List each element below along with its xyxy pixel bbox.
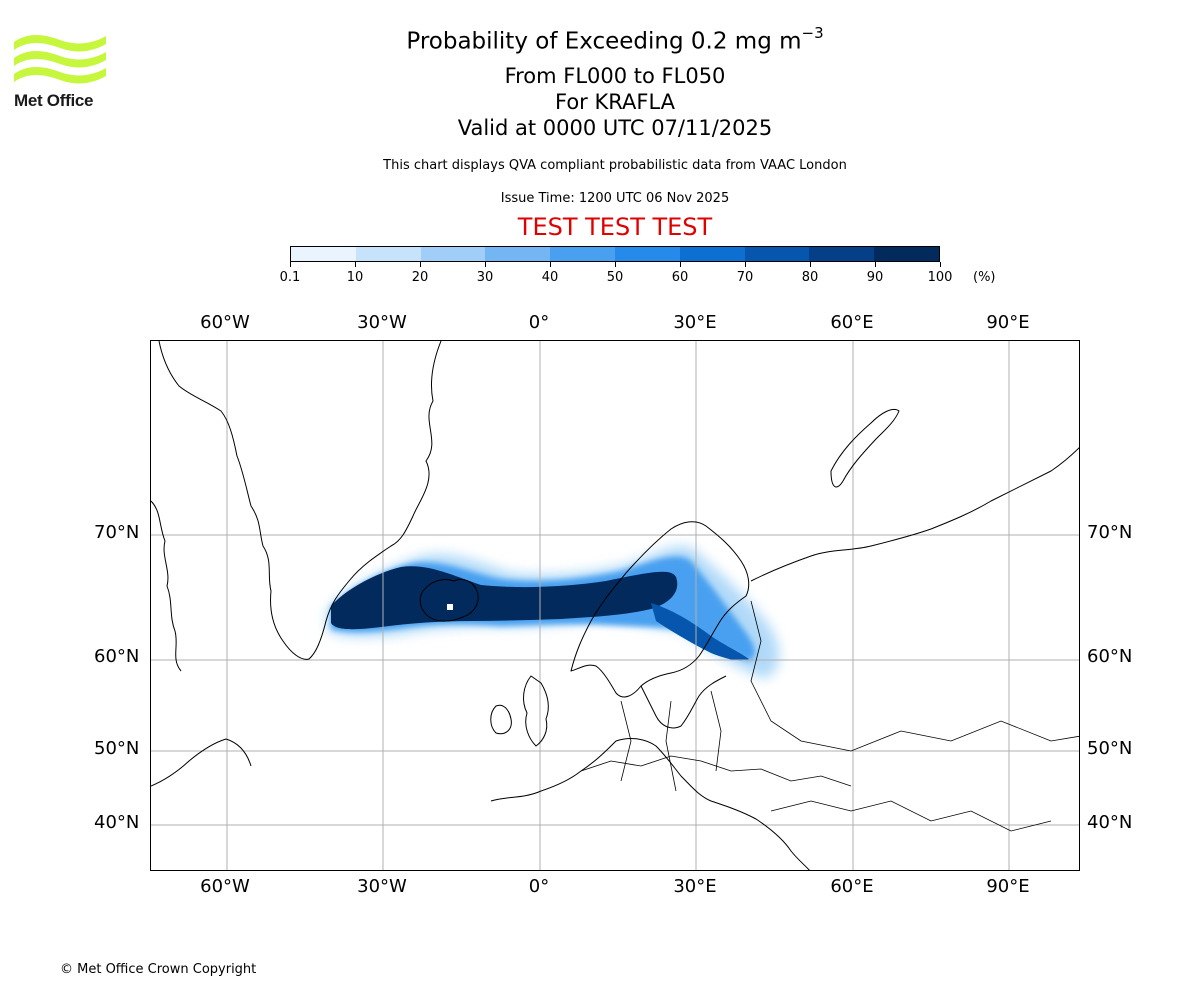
volcano-marker (447, 604, 453, 610)
colorbar-tick (354, 262, 356, 267)
colorbar-segment (355, 247, 421, 261)
colorbar-unit: (%) (973, 270, 996, 285)
met-office-logo-text: Met Office (14, 91, 94, 110)
title-exponent: −3 (801, 24, 824, 42)
copyright-notice: © Met Office Crown Copyright (60, 962, 257, 977)
novaya-zemlya-coast (830, 408, 900, 488)
colorbar-segment (614, 247, 680, 261)
colorbar-tick-label: 90 (866, 270, 884, 285)
border-asia (770, 800, 1052, 832)
border-europe (580, 755, 852, 787)
colorbar-tick (874, 262, 876, 267)
plume-southern-arm (651, 603, 749, 661)
colorbar-tick-label: 0.1 (279, 270, 301, 285)
colorbar-tick (809, 262, 811, 267)
colorbar-tick-label: 100 (927, 270, 953, 285)
longitude-label-bottom: 60°E (830, 876, 874, 897)
colorbar-segment (874, 247, 939, 261)
met-office-logo: Met Office (14, 30, 114, 114)
longitude-label-bottom: 0° (528, 876, 550, 897)
longitude-label-top: 60°W (200, 312, 250, 333)
colorbar-tick-label: 40 (541, 270, 559, 285)
coastlines (151, 341, 1079, 870)
scandinavia-coast (570, 521, 750, 698)
colorbar-tick-label: 80 (801, 270, 819, 285)
longitude-label-bottom: 30°E (673, 876, 717, 897)
colorbar-tick-label: 20 (411, 270, 429, 285)
longitude-label-bottom: 30°W (357, 876, 407, 897)
colorbar-tick-label: 50 (606, 270, 624, 285)
country-borders (580, 600, 1079, 832)
colorbar-tick (289, 262, 291, 267)
latitude-label-left: 70°N (94, 522, 140, 543)
baltic-coast (640, 675, 727, 729)
colorbar-tick (549, 262, 551, 267)
colorbar-tick (614, 262, 616, 267)
longitude-label-top: 30°E (673, 312, 717, 333)
volcano-name: For KRAFLA (555, 90, 675, 114)
latitude-label-left: 50°N (94, 738, 140, 759)
greenland-coast (158, 341, 442, 660)
border-central (620, 690, 722, 792)
colorbar-segment (420, 247, 486, 261)
ireland-coast (490, 704, 512, 735)
chart-subtitle: This chart displays QVA compliant probab… (383, 158, 847, 173)
latitude-label-right: 70°N (1087, 522, 1133, 543)
colorbar-tick-label: 70 (736, 270, 754, 285)
flight-level-range: From FL000 to FL050 (504, 64, 726, 88)
colorbar-segment (809, 247, 875, 261)
map-panel (150, 340, 1080, 871)
colorbar-segment (679, 247, 745, 261)
latitude-label-right: 40°N (1087, 812, 1133, 833)
valid-time: Valid at 0000 UTC 07/11/2025 (457, 116, 773, 140)
longitude-label-bottom: 60°W (200, 876, 250, 897)
colorbar-segment (485, 247, 551, 261)
british-isles-coast (523, 675, 549, 747)
latitude-label-left: 60°N (94, 646, 140, 667)
colorbar-tick (744, 262, 746, 267)
colorbar-tick (939, 262, 941, 267)
colorbar-segment (744, 247, 810, 261)
longitude-label-bottom: 90°E (986, 876, 1030, 897)
newfoundland-coast (151, 738, 252, 787)
graticule (151, 341, 1079, 870)
europe-coast (490, 738, 810, 870)
colorbar-segment (291, 247, 356, 261)
russia-arctic-coast (750, 447, 1079, 582)
longitude-label-top: 30°W (357, 312, 407, 333)
baffin-island-coast (151, 500, 182, 672)
latitude-label-right: 50°N (1087, 738, 1133, 759)
colorbar-tick (419, 262, 421, 267)
chart-title: Probability of Exceeding 0.2 mg m−3 (406, 24, 824, 55)
latitude-label-right: 60°N (1087, 646, 1133, 667)
plume-core (331, 566, 678, 630)
colorbar-tick-label: 60 (671, 270, 689, 285)
border-russia (750, 600, 1079, 752)
longitude-label-top: 0° (528, 312, 550, 333)
latitude-label-left: 40°N (94, 812, 140, 833)
issue-time: Issue Time: 1200 UTC 06 Nov 2025 (500, 191, 730, 206)
ash-plume (327, 546, 780, 679)
colorbar-tick (484, 262, 486, 267)
map-svg (151, 341, 1079, 870)
colorbar-tick-label: 30 (476, 270, 494, 285)
colorbar-segment (550, 247, 615, 261)
met-office-waves-icon (14, 35, 106, 84)
probability-colorbar (290, 246, 940, 262)
colorbar-tick (679, 262, 681, 267)
longitude-label-top: 90°E (986, 312, 1030, 333)
longitude-label-top: 60°E (830, 312, 874, 333)
colorbar-tick-label: 10 (346, 270, 364, 285)
test-banner: TEST TEST TEST (517, 213, 713, 241)
iceland-coast (419, 578, 479, 622)
